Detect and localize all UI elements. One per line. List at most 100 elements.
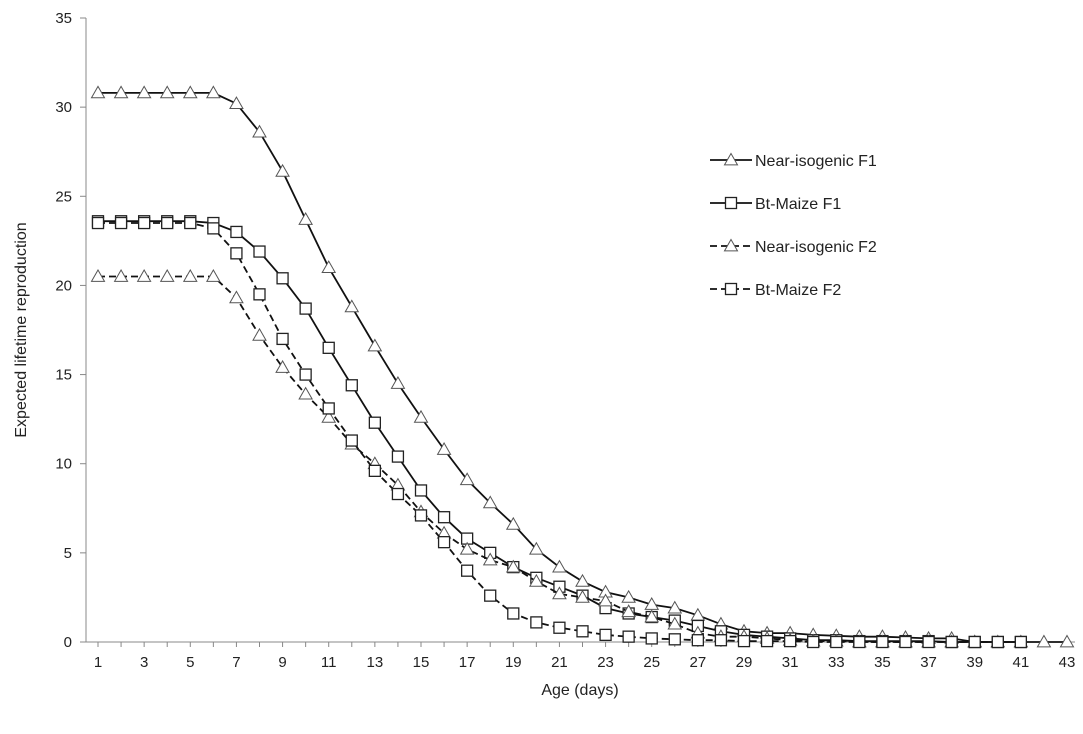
x-tick-label: 39 [966, 654, 983, 671]
data-point-marker [507, 607, 520, 620]
legend-label: Near-isogenic F2 [755, 239, 877, 256]
legend-marker [723, 238, 739, 252]
data-point-marker [322, 402, 335, 415]
data-point-marker [90, 85, 106, 99]
series-near-isogenic-f2 [90, 269, 983, 648]
data-point-marker [737, 634, 751, 648]
x-tick-label: 15 [413, 654, 430, 671]
data-point-marker [691, 634, 705, 647]
legend-item: Near-isogenic F2 [710, 238, 877, 256]
data-point-marker [137, 216, 151, 230]
x-tick-label: 41 [1013, 654, 1030, 671]
data-point-marker [644, 609, 660, 623]
y-tick-label: 0 [64, 634, 72, 651]
legend: Near-isogenic F1 Bt-Maize F1 Near-isogenic… [710, 152, 877, 299]
data-point-marker [391, 487, 405, 501]
data-point-marker [505, 559, 521, 573]
x-tick-label: 21 [551, 654, 568, 671]
x-tick-label: 31 [782, 654, 799, 671]
data-point-marker [252, 124, 267, 138]
data-point-marker [321, 260, 337, 273]
data-point-marker [345, 434, 358, 447]
data-point-marker [783, 634, 797, 648]
data-point-marker [553, 621, 566, 634]
legend-label: Bt-Maize F2 [755, 282, 841, 299]
y-ticks: 0 5 10 15 20 25 30 35 [55, 10, 86, 651]
data-point-marker [321, 409, 337, 423]
x-tick-label: 7 [232, 654, 240, 671]
data-point-marker [459, 541, 475, 555]
data-point-marker [182, 269, 198, 282]
x-ticks: 1 3 5 7 9 11 13 15 17 19 21 23 25 27 29 31 33 35 37 39 41 43 [94, 642, 1075, 671]
data-point-marker [528, 573, 544, 587]
data-point-marker [621, 589, 637, 603]
data-point-marker [552, 586, 567, 600]
legend-label: Bt-Maize F1 [755, 196, 841, 213]
data-point-marker [113, 85, 129, 99]
data-point-marker [276, 332, 289, 346]
data-point-marker [899, 635, 912, 649]
data-point-marker [229, 96, 244, 109]
data-point-marker [667, 616, 683, 630]
data-point-marker [205, 85, 221, 99]
data-point-marker [299, 368, 312, 381]
data-point-marker [437, 536, 451, 549]
data-point-marker [275, 359, 290, 373]
data-point-marker [437, 511, 451, 524]
data-point-marker [345, 379, 358, 392]
data-point-marker [205, 269, 221, 282]
data-point-marker [253, 288, 266, 301]
x-tick-label: 35 [874, 654, 891, 671]
data-point-marker [714, 634, 728, 647]
data-point-marker [528, 541, 544, 555]
axes [85, 18, 1075, 643]
data-point-marker [414, 484, 428, 497]
y-tick-label: 5 [64, 545, 72, 562]
data-point-marker [367, 338, 383, 352]
data-point-marker [229, 290, 244, 304]
legend-item: Bt-Maize F1 [710, 196, 841, 213]
data-point-marker [113, 269, 129, 282]
data-point-marker [298, 211, 314, 225]
data-point-marker [922, 635, 935, 649]
data-point-marker [390, 375, 406, 389]
data-point-marker [876, 635, 889, 649]
series-line [98, 275, 975, 643]
data-point-marker [505, 516, 521, 530]
data-point-marker [161, 216, 174, 230]
data-point-marker [830, 635, 843, 649]
series-line [98, 92, 1067, 643]
x-tick-label: 23 [597, 654, 614, 671]
data-point-marker [159, 269, 175, 282]
legend-label: Near-isogenic F1 [755, 153, 877, 170]
y-tick-label: 30 [55, 99, 72, 116]
data-point-marker [459, 472, 475, 486]
x-tick-label: 3 [140, 654, 148, 671]
data-point-marker [667, 600, 683, 614]
data-point-marker [252, 327, 267, 341]
x-tick-label: 13 [367, 654, 384, 671]
x-tick-label: 5 [186, 654, 194, 671]
data-point-marker [1059, 634, 1075, 648]
series-bt-maize-f2 [91, 216, 1028, 649]
series-near-isogenic-f1 [90, 85, 1075, 648]
data-point-marker [322, 341, 335, 354]
x-axis-label: Age (days) [541, 682, 618, 699]
data-point-marker [182, 85, 198, 99]
data-point-marker [184, 216, 197, 230]
data-point-marker [391, 450, 405, 463]
data-point-marker [482, 495, 498, 509]
data-point-marker [575, 589, 590, 603]
data-point-marker [344, 299, 360, 313]
x-tick-label: 29 [736, 654, 753, 671]
data-point-marker [575, 573, 590, 587]
x-tick-label: 19 [505, 654, 522, 671]
data-point-marker [945, 635, 958, 649]
y-tick-label: 35 [55, 10, 72, 27]
data-point-marker [598, 593, 613, 607]
data-point-marker [114, 216, 128, 230]
data-point-marker [230, 225, 243, 239]
data-point-marker [482, 552, 498, 566]
